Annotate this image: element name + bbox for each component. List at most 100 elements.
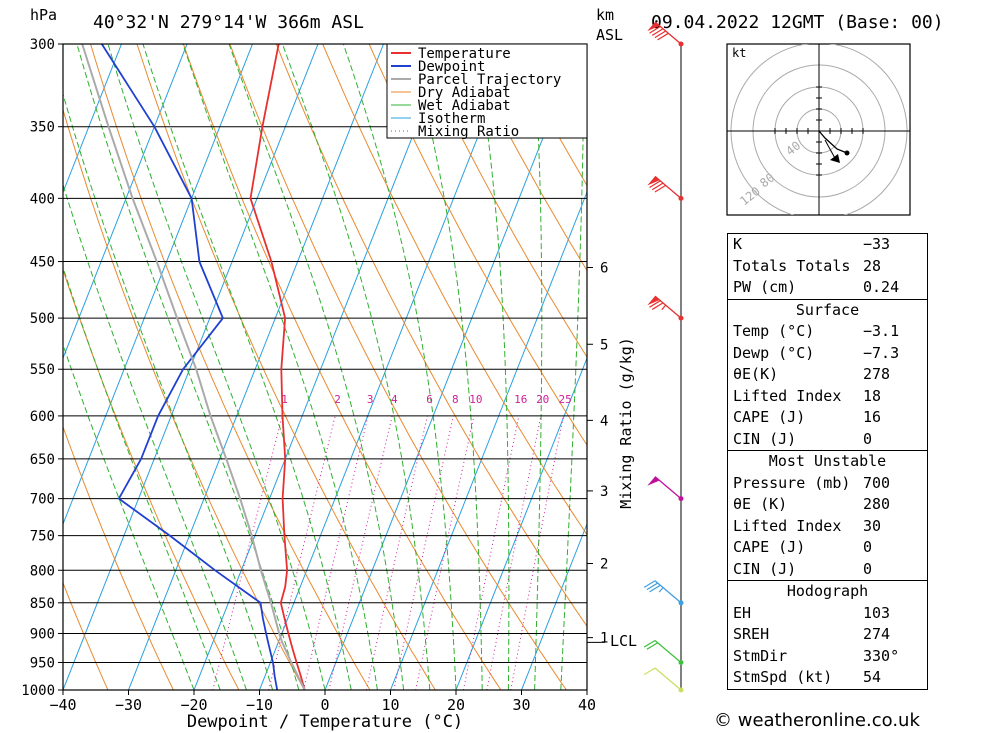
location-title: 40°32'N 279°14'W 366m ASL xyxy=(93,12,364,33)
isotherm-line xyxy=(63,44,188,360)
pressure-tick-label: 900 xyxy=(30,626,55,642)
pressure-tick-label: 950 xyxy=(30,655,55,671)
mixing-ratio-label: 4 xyxy=(391,393,398,406)
mixing-ratio-label: 3 xyxy=(367,393,374,406)
mixing-ratio-label: 8 xyxy=(452,393,459,406)
hodo-trace xyxy=(818,130,848,154)
mixing-ratio-line xyxy=(365,415,428,690)
unit-hpa: hPa xyxy=(30,6,57,24)
row-stmspd: StmSpd (kt) 54 xyxy=(733,668,882,686)
dry-adiabat-line xyxy=(461,44,587,272)
wind-barb xyxy=(643,639,682,663)
hodo-unit: kt xyxy=(732,46,746,60)
row-mu-cape: CAPE (J) 0 xyxy=(733,538,873,556)
height-tick-label: 5 xyxy=(600,337,608,353)
hodo-storm-motion xyxy=(824,139,837,161)
wind-barb xyxy=(647,295,682,319)
temperature-tick-label: −10 xyxy=(246,696,273,714)
mixing-ratio-label: 1 xyxy=(281,393,288,406)
mixing-ratio-label: 2 xyxy=(334,393,341,406)
x-axis-title: Dewpoint / Temperature (°C) xyxy=(187,712,463,732)
wet-adiabat-line xyxy=(532,44,543,690)
dewpoint-line xyxy=(101,44,279,690)
temperature-tick-label: 10 xyxy=(381,696,399,714)
pressure-tick-label: 700 xyxy=(30,492,55,508)
dry-adiabat-line xyxy=(63,108,305,690)
isotherm-line xyxy=(63,44,319,690)
wind-barb-staff xyxy=(654,295,682,319)
mixing-ratio-axis-title: Mixing Ratio (g/kg) xyxy=(617,337,635,509)
wind-barb-flag xyxy=(643,580,656,588)
wind-barb-flag xyxy=(651,182,664,191)
pressure-tick-label: 750 xyxy=(30,529,55,545)
row-mu-li: Lifted Index 30 xyxy=(733,516,882,535)
temperature-tick-label: −40 xyxy=(49,696,76,714)
wind-barb-flag xyxy=(649,584,661,593)
wind-barb-flag xyxy=(654,30,666,39)
pressure-tick-label: 600 xyxy=(30,409,55,425)
wind-barb xyxy=(647,476,682,500)
pressure-tick-label: 450 xyxy=(30,255,55,271)
wind-barb-staff xyxy=(654,639,682,663)
pressure-tick-label: 400 xyxy=(30,191,55,207)
wind-barb-flag xyxy=(646,642,658,650)
row-totals-totals: Totals Totals 28 xyxy=(733,256,882,275)
copyright-footer[interactable]: © weatheronline.co.uk xyxy=(714,710,920,731)
wind-barb-half-flag xyxy=(661,304,667,311)
mixing-ratio-line xyxy=(486,415,542,690)
legend-dewpoint: Dewpoint xyxy=(418,59,485,75)
temperature-tick-label: −20 xyxy=(180,696,207,714)
isotherm-line xyxy=(63,44,123,194)
row-stmdir: StmDir 330° xyxy=(733,646,900,665)
indices-table: K −33 Totals Totals 28 PW (cm) 0.24 Surface… xyxy=(727,233,928,690)
hodo-end-point xyxy=(844,150,850,156)
pressure-tick-label: 800 xyxy=(30,563,55,579)
dry-adiabat-line xyxy=(90,44,371,690)
isotherm-line xyxy=(0,0,29,716)
mixing-ratio-line xyxy=(328,415,393,690)
pressure-tick-label: 850 xyxy=(30,596,55,612)
wind-barb-staff xyxy=(654,175,682,199)
wind-barb-half-flag xyxy=(658,587,664,593)
legend-parcel: Parcel Trajectory xyxy=(418,72,561,88)
wind-barb-pennant xyxy=(647,296,660,306)
mixing-ratio-label: 16 xyxy=(514,393,527,406)
dry-adiabat-line xyxy=(507,44,587,187)
height-tick-label: 2 xyxy=(600,557,608,573)
height-tick-label: 4 xyxy=(600,413,608,429)
height-tick-label: 6 xyxy=(600,260,608,276)
legend-mixing-ratio: Mixing Ratio xyxy=(418,124,519,140)
wind-barb xyxy=(643,580,682,604)
pressure-tick-label: 1000 xyxy=(21,683,55,699)
wet-adiabat-line xyxy=(142,44,352,690)
row-eh: EH 103 xyxy=(733,603,891,622)
wind-barb-pennant xyxy=(647,22,660,32)
row-surface-theta: θE(K) 278 xyxy=(733,365,891,383)
pressure-tick-label: 500 xyxy=(30,311,55,327)
wind-barb-staff xyxy=(654,580,682,604)
wind-barb-flag xyxy=(646,582,658,591)
pressure-tick-label: 350 xyxy=(30,120,55,136)
dry-adiabat-line xyxy=(63,581,109,690)
wind-barb-flag xyxy=(657,32,669,41)
parcel-trajectory-line xyxy=(81,44,306,690)
temperature-tick-label: 30 xyxy=(512,696,530,714)
wet-adiabat-line xyxy=(63,183,247,690)
wind-barb-pennant xyxy=(647,176,660,186)
mixing-ratio-label: 25 xyxy=(558,393,571,406)
row-mu-cin: CIN (J) 0 xyxy=(733,559,873,578)
row-surface-temp: Temp (°C) −3.1 xyxy=(733,322,900,340)
row-mu-theta: θE (K) 280 xyxy=(733,495,891,513)
temperature-tick-label: −30 xyxy=(115,696,142,714)
height-tick-label: 3 xyxy=(600,484,608,500)
wet-adiabat-line xyxy=(63,265,221,690)
mixing-ratio-line xyxy=(415,415,475,690)
dry-adiabat-line xyxy=(368,44,587,446)
isotherm-line xyxy=(455,356,587,690)
temperature-line xyxy=(249,44,306,690)
wind-barb-flag xyxy=(649,180,661,188)
wet-adiabat-line xyxy=(63,92,274,690)
wind-barb-flag xyxy=(643,639,656,648)
dry-adiabat-line xyxy=(414,44,587,358)
pressure-tick-label: 650 xyxy=(30,452,55,468)
